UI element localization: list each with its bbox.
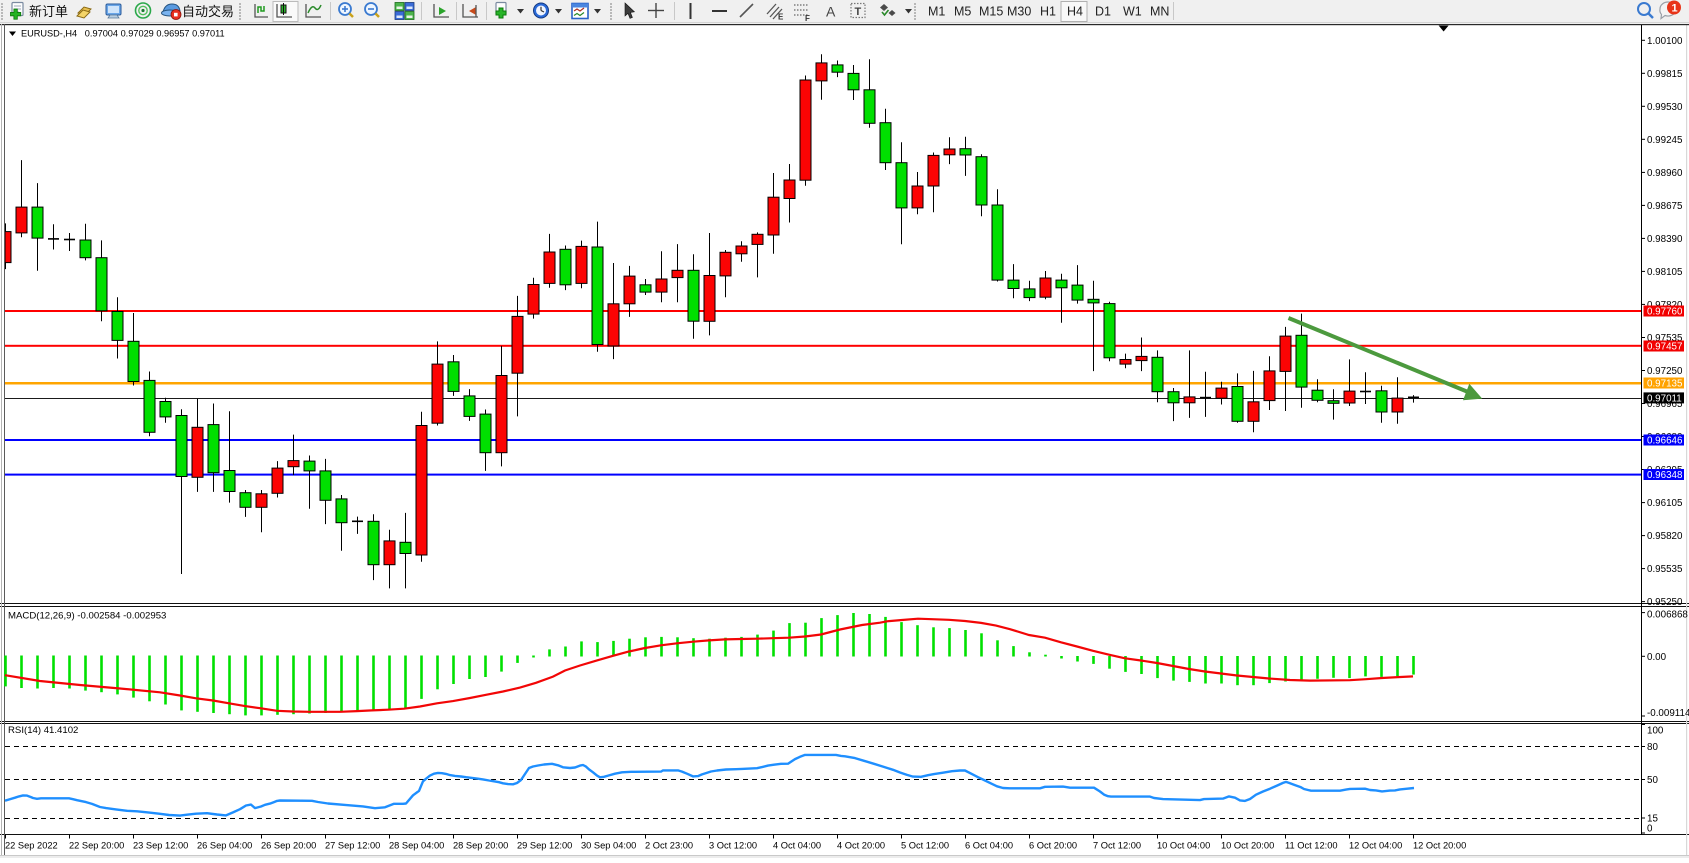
svg-text:M15: M15 bbox=[979, 5, 1003, 19]
svg-text:M30: M30 bbox=[1007, 5, 1031, 19]
svg-text:27 Sep 12:00: 27 Sep 12:00 bbox=[325, 841, 380, 851]
svg-text:4 Oct 20:00: 4 Oct 20:00 bbox=[837, 841, 885, 851]
svg-text:0.98960: 0.98960 bbox=[1647, 168, 1683, 179]
svg-text:H4: H4 bbox=[1067, 5, 1083, 19]
svg-text:28 Sep 04:00: 28 Sep 04:00 bbox=[389, 841, 444, 851]
svg-text:1: 1 bbox=[1672, 3, 1678, 15]
svg-text:0.97011: 0.97011 bbox=[1647, 393, 1682, 404]
svg-text:0.97820: 0.97820 bbox=[1647, 300, 1683, 311]
svg-text:W1: W1 bbox=[1123, 5, 1142, 19]
svg-text:26 Sep 04:00: 26 Sep 04:00 bbox=[197, 841, 252, 851]
svg-text:4 Oct 04:00: 4 Oct 04:00 bbox=[773, 841, 821, 851]
svg-text:10 Oct 04:00: 10 Oct 04:00 bbox=[1157, 841, 1210, 851]
svg-text:0.99245: 0.99245 bbox=[1647, 135, 1683, 146]
svg-text:0.006868: 0.006868 bbox=[1647, 609, 1688, 620]
svg-text:0.98105: 0.98105 bbox=[1647, 267, 1683, 278]
svg-text:RSI(14) 41.4102: RSI(14) 41.4102 bbox=[8, 725, 78, 736]
svg-text:6 Oct 20:00: 6 Oct 20:00 bbox=[1029, 841, 1077, 851]
svg-text:新订单: 新订单 bbox=[29, 4, 68, 19]
svg-text:0.97760: 0.97760 bbox=[1647, 307, 1683, 318]
svg-text:A: A bbox=[826, 4, 836, 20]
svg-text:H1: H1 bbox=[1040, 5, 1056, 19]
svg-text:0.95820: 0.95820 bbox=[1647, 531, 1683, 542]
svg-text:M1: M1 bbox=[928, 5, 945, 19]
svg-text:29 Sep 12:00: 29 Sep 12:00 bbox=[517, 841, 572, 851]
svg-text:0.97135: 0.97135 bbox=[1647, 379, 1683, 390]
svg-text:E: E bbox=[778, 13, 784, 22]
svg-text:自动交易: 自动交易 bbox=[182, 4, 234, 19]
svg-text:0.95535: 0.95535 bbox=[1647, 564, 1683, 575]
svg-text:10 Oct 20:00: 10 Oct 20:00 bbox=[1221, 841, 1274, 851]
svg-text:M5: M5 bbox=[954, 5, 971, 19]
svg-text:50: 50 bbox=[1647, 775, 1658, 786]
svg-text:0.98675: 0.98675 bbox=[1647, 201, 1683, 212]
svg-text:0.96646: 0.96646 bbox=[1647, 436, 1683, 447]
svg-text:MACD(12,26,9) -0.002584 -0.002: MACD(12,26,9) -0.002584 -0.002953 bbox=[8, 611, 166, 622]
svg-text:T: T bbox=[855, 6, 862, 18]
svg-text:11 Oct 12:00: 11 Oct 12:00 bbox=[1285, 841, 1338, 851]
svg-text:6 Oct 04:00: 6 Oct 04:00 bbox=[965, 841, 1013, 851]
svg-text:15: 15 bbox=[1647, 814, 1658, 825]
svg-text:1.00100: 1.00100 bbox=[1647, 36, 1683, 47]
svg-text:100: 100 bbox=[1647, 726, 1664, 737]
svg-text:22 Sep 20:00: 22 Sep 20:00 bbox=[69, 841, 124, 851]
svg-text:-0.009114: -0.009114 bbox=[1647, 708, 1689, 719]
svg-text:EURUSD-,H4 0.97004 0.97029 0: EURUSD-,H4 0.97004 0.97029 0.96957 0.970… bbox=[21, 29, 225, 39]
svg-text:0.97457: 0.97457 bbox=[1647, 342, 1682, 353]
svg-text:80: 80 bbox=[1647, 742, 1658, 753]
svg-text:5 Oct 12:00: 5 Oct 12:00 bbox=[901, 841, 949, 851]
svg-text:F: F bbox=[805, 14, 810, 23]
svg-text:0.97250: 0.97250 bbox=[1647, 366, 1683, 377]
svg-text:7 Oct 12:00: 7 Oct 12:00 bbox=[1093, 841, 1141, 851]
svg-text:D1: D1 bbox=[1095, 5, 1111, 19]
svg-text:3 Oct 12:00: 3 Oct 12:00 bbox=[709, 841, 757, 851]
svg-text:22 Sep 2022: 22 Sep 2022 bbox=[5, 841, 58, 851]
svg-text:0.99815: 0.99815 bbox=[1647, 69, 1683, 80]
svg-text:30 Sep 04:00: 30 Sep 04:00 bbox=[581, 841, 636, 851]
svg-text:MN: MN bbox=[1150, 5, 1169, 19]
svg-text:0.96348: 0.96348 bbox=[1647, 470, 1683, 481]
svg-text:2 Oct 23:00: 2 Oct 23:00 bbox=[645, 841, 693, 851]
svg-text:0.99530: 0.99530 bbox=[1647, 102, 1683, 113]
svg-text:0.96965: 0.96965 bbox=[1647, 399, 1683, 410]
svg-text:0.98390: 0.98390 bbox=[1647, 234, 1683, 245]
svg-text:12 Oct 04:00: 12 Oct 04:00 bbox=[1349, 841, 1402, 851]
svg-text:0.97535: 0.97535 bbox=[1647, 333, 1683, 344]
svg-text:0: 0 bbox=[1647, 824, 1653, 835]
svg-text:28 Sep 20:00: 28 Sep 20:00 bbox=[453, 841, 508, 851]
svg-text:26 Sep 20:00: 26 Sep 20:00 bbox=[261, 841, 316, 851]
svg-text:0.95250: 0.95250 bbox=[1647, 597, 1683, 608]
svg-text:12 Oct 20:00: 12 Oct 20:00 bbox=[1413, 841, 1466, 851]
svg-text:23 Sep 12:00: 23 Sep 12:00 bbox=[133, 841, 188, 851]
svg-text:0.96105: 0.96105 bbox=[1647, 498, 1683, 509]
svg-text:0.00: 0.00 bbox=[1647, 652, 1667, 663]
